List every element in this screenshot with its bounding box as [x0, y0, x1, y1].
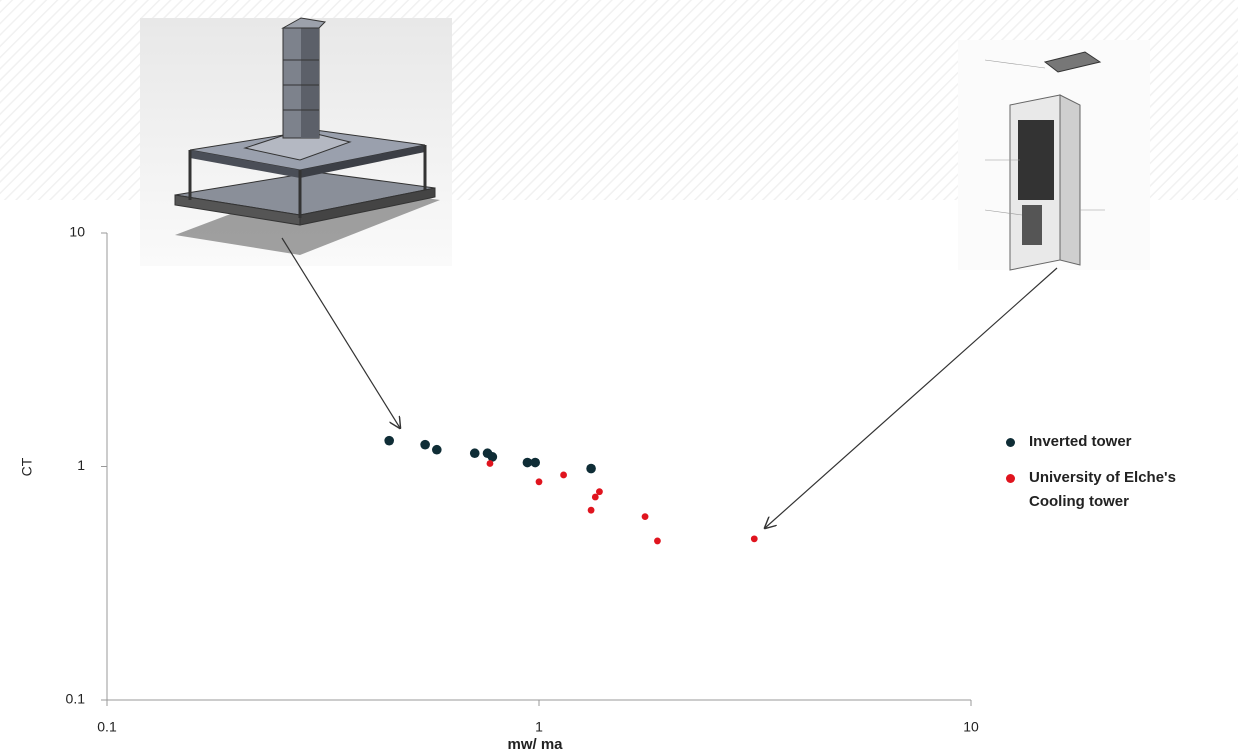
y-tick-label: 1 — [77, 457, 85, 473]
page: CT mw/ ma 0.1 1 10 0.1 1 10 Inverted tower Uni… — [0, 0, 1238, 756]
inverted-tower-image — [140, 18, 452, 266]
data-point — [642, 513, 649, 520]
legend-swatch — [1006, 474, 1015, 483]
y-axis-label: CT — [19, 457, 35, 476]
y-tick-label: 10 — [69, 224, 85, 240]
data-point — [530, 458, 540, 468]
data-point — [654, 538, 661, 545]
x-axis-label: mw/ ma — [507, 736, 563, 753]
chart: CT mw/ ma 0.1 1 10 0.1 1 10 — [0, 0, 1238, 756]
data-point — [488, 452, 498, 462]
elche-tower-image — [958, 40, 1150, 270]
data-point — [596, 488, 603, 495]
data-point — [432, 445, 442, 455]
data-point — [588, 507, 595, 514]
legend-item: University of Elche's Cooling tower — [1000, 466, 1220, 514]
legend-item: Inverted tower — [1000, 430, 1220, 454]
data-point — [751, 535, 758, 542]
data-point — [592, 494, 599, 501]
data-point — [384, 436, 394, 446]
legend: Inverted tower University of Elche's Cool… — [1000, 430, 1220, 526]
data-point — [536, 478, 543, 485]
x-tick-label: 1 — [535, 719, 543, 735]
arrow — [282, 238, 400, 428]
legend-swatch — [1006, 438, 1015, 447]
legend-label: University of Elche's Cooling tower — [1029, 466, 1220, 514]
data-point — [586, 464, 596, 474]
data-point — [560, 472, 567, 479]
y-tick-label: 0.1 — [66, 691, 86, 707]
x-tick-label: 0.1 — [97, 719, 117, 735]
data-point — [487, 460, 494, 467]
x-tick-label: 10 — [963, 719, 979, 735]
legend-label: Inverted tower — [1029, 430, 1132, 454]
data-point — [470, 448, 480, 458]
data-point — [420, 440, 430, 450]
